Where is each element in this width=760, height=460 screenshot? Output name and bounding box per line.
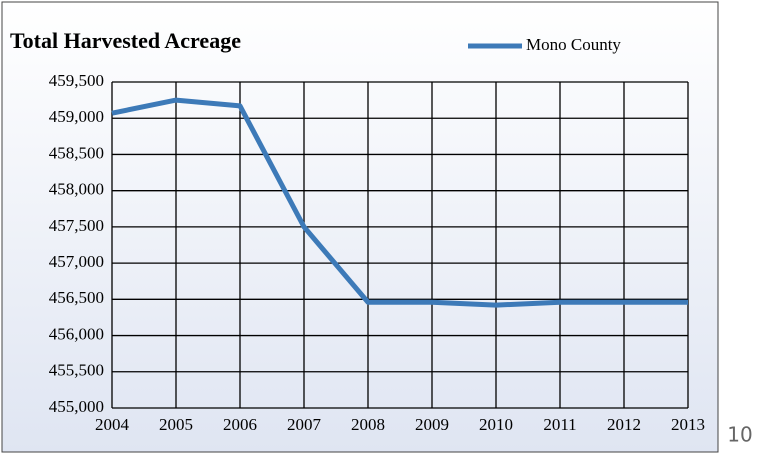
y-tick-label: 459,500 bbox=[49, 71, 104, 90]
y-tick-label: 456,000 bbox=[49, 324, 104, 343]
y-tick-label: 458,000 bbox=[49, 180, 104, 199]
x-tick-label: 2011 bbox=[543, 415, 576, 434]
x-tick-label: 2004 bbox=[95, 415, 130, 434]
page-number: 10 bbox=[727, 423, 752, 447]
y-tick-label: 455,000 bbox=[49, 397, 104, 416]
x-tick-label: 2009 bbox=[415, 415, 449, 434]
y-tick-label: 458,500 bbox=[49, 143, 104, 162]
x-tick-label: 2007 bbox=[287, 415, 322, 434]
x-tick-label: 2012 bbox=[607, 415, 641, 434]
y-tick-label: 459,000 bbox=[49, 107, 104, 126]
y-tick-label: 455,500 bbox=[49, 361, 104, 380]
x-tick-label: 2010 bbox=[479, 415, 513, 434]
y-tick-label: 456,500 bbox=[49, 288, 104, 307]
x-tick-label: 2006 bbox=[223, 415, 257, 434]
y-tick-label: 457,000 bbox=[49, 252, 104, 271]
legend-label: Mono County bbox=[526, 35, 621, 54]
x-tick-label: 2013 bbox=[671, 415, 705, 434]
x-tick-label: 2008 bbox=[351, 415, 385, 434]
data-line bbox=[111, 97, 688, 308]
y-tick-label: 457,500 bbox=[49, 216, 104, 235]
x-tick-label: 2005 bbox=[159, 415, 193, 434]
chart-title: Total Harvested Acreage bbox=[10, 28, 241, 53]
